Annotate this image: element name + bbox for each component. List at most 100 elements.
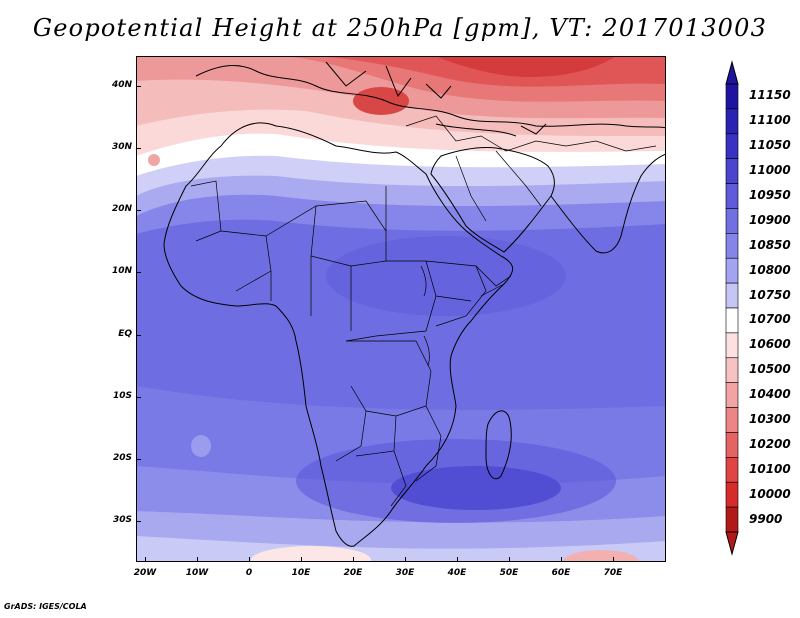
field-spot-atlantic	[148, 154, 160, 166]
y-tick	[136, 459, 141, 460]
y-tick	[136, 521, 141, 522]
x-label-10e: 10E	[291, 568, 311, 578]
colorbar-swatch	[725, 332, 739, 359]
colorbar-label: 10700	[749, 312, 791, 327]
x-label-60e: 60E	[551, 568, 571, 578]
footer-credit: GrADS: IGES/COLA	[4, 602, 87, 611]
y-label-20n: 20N	[111, 204, 132, 214]
colorbar-swatch	[725, 282, 739, 309]
lakes	[420, 265, 430, 367]
field-band-10975	[296, 439, 616, 523]
colorbar-swatch	[725, 158, 739, 184]
y-tick	[136, 148, 141, 149]
arabia-coastline	[430, 147, 555, 253]
colorbar-swatch	[725, 357, 739, 383]
colorbar-bottom-arrow	[725, 531, 739, 556]
y-label-30s: 30S	[112, 515, 132, 525]
colorbar-label: 10500	[749, 362, 791, 377]
field-band-10950-north	[326, 236, 566, 316]
colorbar-label: 10950	[749, 188, 791, 202]
y-tick	[136, 86, 141, 87]
colorbar-swatch	[725, 208, 739, 234]
y-tick	[136, 335, 141, 336]
india-coastline	[550, 153, 666, 254]
y-label-30n: 30N	[111, 142, 132, 152]
east-borders	[455, 150, 542, 297]
colorbar-label: 10750	[749, 287, 791, 302]
x-tick	[613, 557, 614, 562]
colorbar-swatch	[725, 133, 739, 159]
map-title: Geopotential Height at 250hPa [gpm], VT:…	[32, 14, 768, 42]
europe-coastline	[195, 65, 666, 129]
field-band-10100	[436, 56, 616, 77]
x-tick	[301, 557, 302, 562]
colorbar-swatch	[725, 108, 739, 135]
colorbar-swatch	[725, 506, 739, 533]
colorbar-label: 11150	[749, 88, 791, 103]
colorbar-label: 10300	[749, 412, 791, 426]
x-tick	[405, 557, 406, 562]
colorbar-label: 10900	[749, 212, 791, 227]
height-field	[136, 56, 666, 562]
y-label-20s: 20S	[112, 453, 132, 463]
middle-east-borders	[405, 115, 657, 152]
colorbar-label: 10100	[749, 461, 791, 476]
y-label-eq: EQ	[118, 329, 132, 339]
coastlines	[163, 61, 666, 547]
africa-borders-south	[335, 340, 442, 507]
colorbar-label: 10400	[749, 387, 791, 402]
field-low-spot	[191, 435, 211, 457]
field-high-south-b	[563, 550, 639, 562]
africa-coastline	[163, 122, 514, 547]
y-label-40n: 40N	[111, 80, 132, 90]
x-tick	[561, 557, 562, 562]
field-low-mediterranean	[353, 87, 409, 115]
colorbar-swatch	[725, 481, 739, 508]
x-tick	[509, 557, 510, 562]
mediterranean-peninsulas	[325, 61, 452, 99]
x-label-70e: 70E	[603, 568, 623, 578]
colorbar-swatch	[725, 432, 739, 458]
x-tick	[353, 557, 354, 562]
x-label-40e: 40E	[447, 568, 467, 578]
colorbar-label: 10000	[749, 486, 791, 501]
colorbar-label: 11050	[749, 138, 791, 153]
x-label-30e: 30E	[395, 568, 415, 578]
x-label-20e: 20E	[343, 568, 363, 578]
colorbar-swatch	[725, 257, 739, 284]
colorbar-label: 11100	[749, 113, 791, 128]
colorbar-top-arrow	[725, 60, 739, 85]
colorbar-label: 11000	[749, 163, 791, 178]
x-tick	[145, 557, 146, 562]
x-tick	[249, 557, 250, 562]
x-tick	[197, 557, 198, 562]
x-label-0: 0	[245, 568, 253, 578]
y-tick	[136, 397, 141, 398]
colorbar-swatch	[725, 307, 739, 334]
y-label-10s: 10S	[112, 391, 132, 401]
colorbar-swatch	[725, 83, 739, 110]
colorbar-swatch	[725, 407, 739, 433]
madagascar-coastline	[485, 410, 512, 480]
country-borders	[190, 115, 657, 507]
colorbar-label: 9900	[749, 511, 783, 526]
map-panel[interactable]	[136, 56, 666, 562]
field-high-south-a	[251, 546, 371, 562]
y-tick	[136, 210, 141, 211]
y-label-10n: 10N	[111, 266, 132, 276]
x-label-10w: 10W	[185, 568, 209, 578]
colorbar-swatch	[725, 457, 739, 483]
colorbar-swatch	[725, 382, 739, 408]
x-label-50e: 50E	[499, 568, 519, 578]
africa-borders-north	[190, 180, 487, 342]
x-label-20w: 20W	[133, 568, 157, 578]
colorbar-label: 10600	[749, 337, 791, 352]
x-tick	[457, 557, 458, 562]
colorbar-label: 10850	[749, 237, 791, 252]
colorbar-label: 10800	[749, 262, 791, 277]
colorbar-swatch	[725, 233, 739, 259]
anatolia-coast	[435, 123, 547, 137]
y-tick	[136, 272, 141, 273]
colorbar-swatch	[725, 183, 739, 209]
colorbar-label: 10200	[749, 436, 791, 451]
